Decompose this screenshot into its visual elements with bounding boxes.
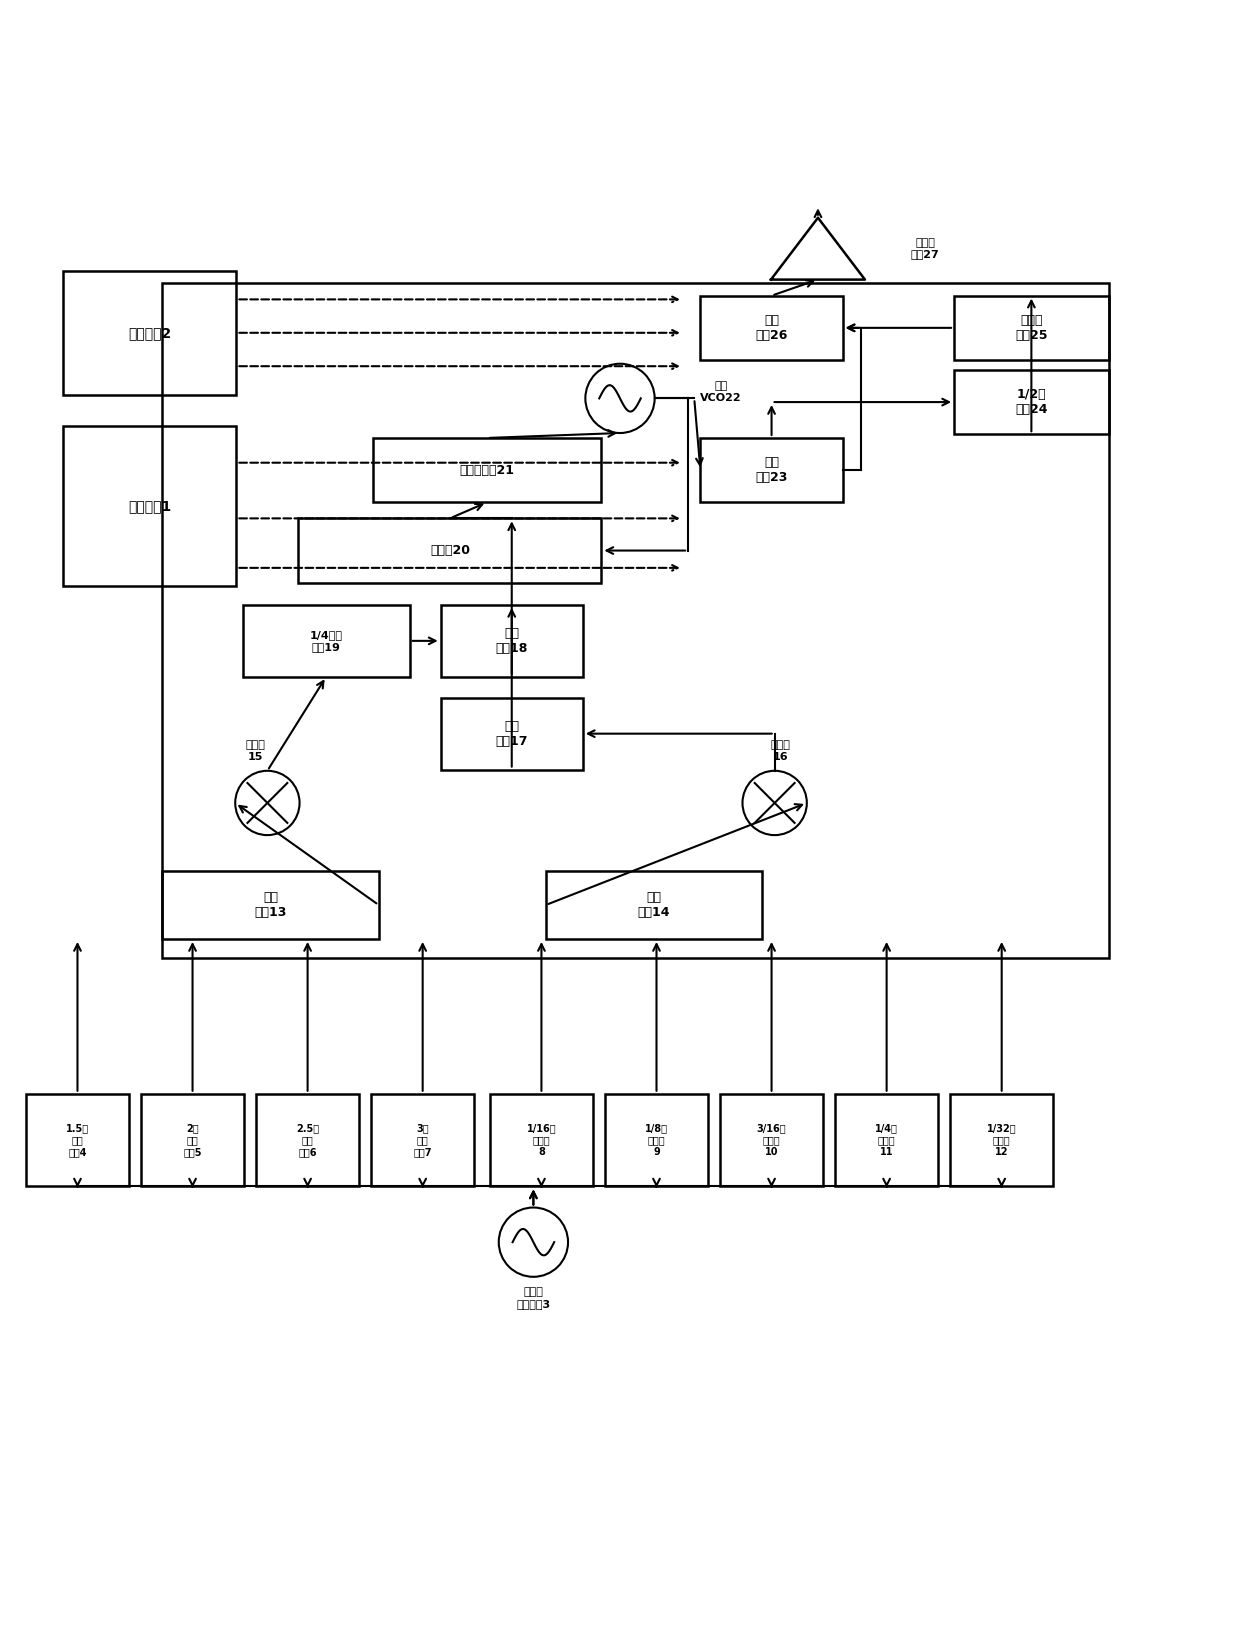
Bar bbox=[440, 698, 583, 769]
Bar bbox=[371, 1094, 474, 1186]
Bar bbox=[141, 1094, 244, 1186]
Bar bbox=[954, 370, 1109, 434]
Text: 开关
电路26: 开关 电路26 bbox=[755, 314, 787, 342]
Bar bbox=[440, 605, 583, 677]
Text: 1/4分频
电路19: 1/4分频 电路19 bbox=[310, 629, 342, 652]
Bar bbox=[257, 1094, 358, 1186]
Text: 1/2分
频器24: 1/2分 频器24 bbox=[1016, 388, 1048, 416]
Text: 1/32分
频电路
12: 1/32分 频电路 12 bbox=[987, 1124, 1017, 1157]
Text: 开关
电路13: 开关 电路13 bbox=[254, 891, 286, 918]
Text: 2倍
倍频
电路5: 2倍 倍频 电路5 bbox=[184, 1124, 202, 1157]
Text: 宽带放
大器27: 宽带放 大器27 bbox=[910, 238, 940, 260]
Bar bbox=[372, 439, 601, 503]
Text: 宽带
VCO22: 宽带 VCO22 bbox=[701, 381, 742, 403]
Text: 控制单元1: 控制单元1 bbox=[128, 499, 171, 513]
Bar bbox=[490, 1094, 593, 1186]
Text: 开关
电路17: 开关 电路17 bbox=[496, 720, 528, 748]
Bar bbox=[954, 296, 1109, 360]
Text: 1/16分
频电路
8: 1/16分 频电路 8 bbox=[527, 1124, 557, 1157]
Text: 开关
电路18: 开关 电路18 bbox=[496, 628, 528, 656]
Bar bbox=[162, 283, 1109, 958]
Bar bbox=[299, 519, 601, 583]
Text: 取样环
输出信号3: 取样环 输出信号3 bbox=[516, 1286, 551, 1308]
Text: 2.5倍
倍频
电路6: 2.5倍 倍频 电路6 bbox=[296, 1124, 319, 1157]
Text: 混频器
15: 混频器 15 bbox=[246, 741, 265, 762]
Bar bbox=[720, 1094, 823, 1186]
Text: 鉴相器20: 鉴相器20 bbox=[430, 544, 470, 557]
Bar bbox=[950, 1094, 1053, 1186]
Bar bbox=[63, 426, 237, 587]
Text: 1.5倍
倍频
电路4: 1.5倍 倍频 电路4 bbox=[66, 1124, 89, 1157]
Bar bbox=[701, 296, 843, 360]
Text: 3/16分
频电路
10: 3/16分 频电路 10 bbox=[756, 1124, 786, 1157]
Text: 电源模块2: 电源模块2 bbox=[128, 325, 171, 340]
Bar bbox=[243, 605, 409, 677]
Bar bbox=[836, 1094, 937, 1186]
Bar bbox=[26, 1094, 129, 1186]
Text: 开关
电路14: 开关 电路14 bbox=[637, 891, 671, 918]
Text: 1/8分
频电路
9: 1/8分 频电路 9 bbox=[645, 1124, 668, 1157]
Text: 低通滤
波器25: 低通滤 波器25 bbox=[1016, 314, 1048, 342]
Text: 1/4分
频电路
11: 1/4分 频电路 11 bbox=[875, 1124, 898, 1157]
Bar bbox=[605, 1094, 708, 1186]
Text: 混频器
16: 混频器 16 bbox=[771, 741, 791, 762]
Bar bbox=[162, 871, 378, 940]
Text: 3倍
倍频
电路7: 3倍 倍频 电路7 bbox=[413, 1124, 432, 1157]
Bar bbox=[63, 271, 237, 394]
Text: 环路滤波器21: 环路滤波器21 bbox=[460, 463, 515, 476]
Bar bbox=[701, 439, 843, 503]
Text: 开关
电路23: 开关 电路23 bbox=[755, 457, 787, 485]
Bar bbox=[546, 871, 763, 940]
